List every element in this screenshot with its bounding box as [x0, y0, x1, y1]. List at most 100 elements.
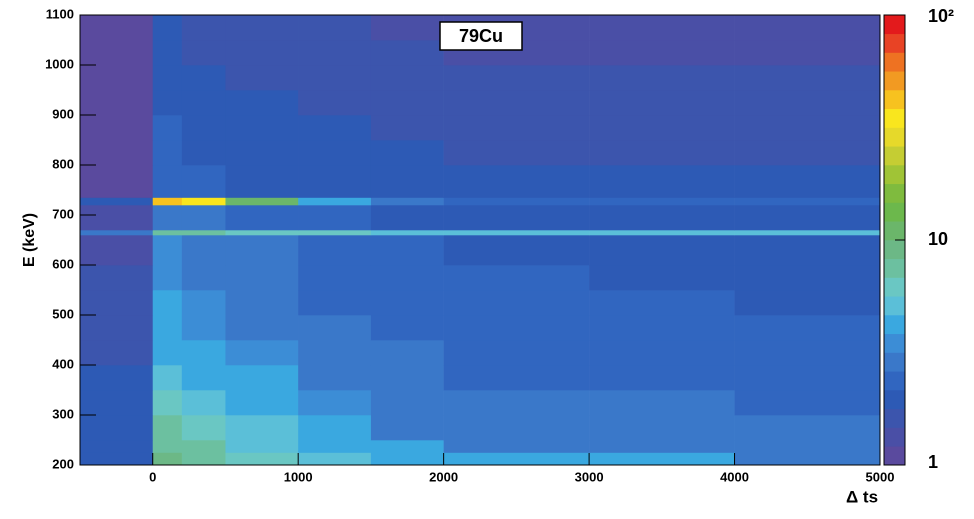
colorbar-band: [884, 352, 905, 372]
heatmap-cell: [443, 90, 590, 116]
heatmap-cell: [734, 415, 881, 441]
heatmap-cell: [225, 90, 299, 116]
heatmap-cell: [589, 165, 735, 198]
heatmap-cell: [370, 265, 444, 291]
colorbar-band: [884, 52, 905, 72]
y-tick-label: 1000: [45, 56, 74, 71]
colorbar-band: [884, 408, 905, 428]
heatmap-cell: [734, 235, 881, 266]
heatmap-cell: [181, 65, 226, 91]
heatmap-cell: [152, 15, 183, 41]
heatmap-cell: [298, 90, 372, 116]
y-axis-label: E (keV): [21, 213, 38, 267]
heatmap-cell: [589, 40, 735, 66]
colorbar-band: [884, 371, 905, 391]
heatmap-cell: [370, 15, 444, 41]
heatmap-cell: [181, 265, 226, 291]
x-axis-label: Δ ts: [846, 487, 878, 506]
colorbar-band: [884, 165, 905, 185]
heatmap-cell: [443, 390, 590, 416]
heatmap-cell: [589, 197, 735, 206]
heatmap-cell: [298, 205, 372, 231]
heatmap-cell: [443, 65, 590, 91]
heatmap-cell: [298, 340, 372, 366]
heatmap-cell: [370, 315, 444, 341]
heatmap-cell: [80, 197, 154, 206]
colorbar-band: [884, 71, 905, 91]
colorbar-band: [884, 315, 905, 335]
heatmap-cell: [225, 265, 299, 291]
heatmap-cell: [370, 452, 444, 466]
heatmap-cell: [589, 440, 735, 453]
heatmap-cell: [734, 452, 881, 466]
heatmap-cell: [734, 230, 881, 236]
heatmap-cell: [225, 235, 299, 266]
heatmap-cell: [225, 365, 299, 391]
heatmap-cell: [152, 452, 183, 466]
heatmap-cell: [443, 140, 590, 166]
y-tick-label: 700: [52, 206, 74, 221]
colorbar-band: [884, 221, 905, 241]
heatmap-cell: [370, 390, 444, 416]
heatmap-cell: [589, 415, 735, 441]
x-tick-label: 5000: [866, 469, 895, 484]
heatmap-cell: [734, 290, 881, 316]
heatmap-cell: [734, 440, 881, 453]
heatmap-cell: [225, 415, 299, 441]
heatmap-cell: [443, 365, 590, 391]
heatmap-cell: [370, 205, 444, 231]
heatmap-cell: [152, 440, 183, 453]
heatmap-cell: [443, 235, 590, 266]
heatmap-cell: [298, 265, 372, 291]
heatmap-cell: [80, 205, 154, 231]
colorbar-band: [884, 296, 905, 316]
heatmap-cell: [589, 340, 735, 366]
heatmap-cell: [152, 40, 183, 66]
heatmap-cell: [181, 315, 226, 341]
heatmap-cell: [443, 230, 590, 236]
heatmap-cell: [589, 265, 735, 291]
x-tick-label: 3000: [575, 469, 604, 484]
heatmap-cell: [225, 115, 299, 141]
heatmap-cell: [589, 315, 735, 341]
heatmap-cell: [181, 340, 226, 366]
heatmap-cell: [298, 290, 372, 316]
heatmap-cell: [80, 15, 154, 41]
heatmap-cell: [298, 140, 372, 166]
y-tick-label: 800: [52, 156, 74, 171]
heatmap-cell: [181, 165, 226, 198]
heatmap-cell: [443, 115, 590, 141]
heatmap-cell: [225, 40, 299, 66]
heatmap-cell: [152, 197, 183, 206]
heatmap-cell: [181, 452, 226, 466]
heatmap-cell: [181, 235, 226, 266]
heatmap-cell: [734, 340, 881, 366]
heatmap-cell: [152, 115, 183, 141]
heatmap-cell: [443, 197, 590, 206]
heatmap-cell: [589, 365, 735, 391]
heatmap-cell: [152, 205, 183, 231]
heatmap-cell: [370, 365, 444, 391]
heatmap-cell: [181, 205, 226, 231]
heatmap-cell: [298, 165, 372, 198]
colorbar-band: [884, 277, 905, 297]
heatmap-cell: [181, 440, 226, 453]
colorbar-band: [884, 427, 905, 447]
heatmap-cell: [370, 340, 444, 366]
heatmap-cell: [589, 235, 735, 266]
heatmap-cell: [152, 315, 183, 341]
x-tick-label: 0: [149, 469, 156, 484]
heatmap-cell: [589, 230, 735, 236]
heatmap-cell: [80, 440, 154, 453]
heatmap-cell: [80, 290, 154, 316]
colorbar-band: [884, 390, 905, 410]
heatmap-cell: [152, 365, 183, 391]
heatmap-cell: [443, 415, 590, 441]
colorbar-band: [884, 90, 905, 110]
heatmap-cell: [152, 140, 183, 166]
heatmap-cell: [225, 340, 299, 366]
heatmap-cell: [181, 90, 226, 116]
colorbar-band: [884, 108, 905, 128]
heatmap-cell: [370, 65, 444, 91]
heatmap-cell: [370, 140, 444, 166]
